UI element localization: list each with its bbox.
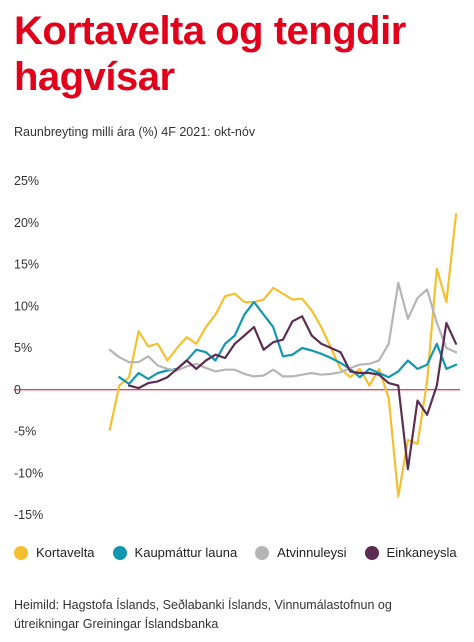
y-tick-label: 5% <box>14 341 32 355</box>
y-tick-label: 25% <box>14 174 39 188</box>
series-line-kaupm-ttur-launa <box>118 301 458 385</box>
series-line-atvinnuleysi <box>108 281 458 378</box>
legend-swatch-einkaneysla <box>364 545 379 560</box>
legend-item-einkaneysla: Einkaneysla <box>364 545 457 560</box>
legend: Kortavelta Kaupmáttur launa Atvinnuleysi… <box>14 545 474 560</box>
y-tick-label: 20% <box>14 216 39 230</box>
y-tick-label: 10% <box>14 299 39 313</box>
series-line-einkaneysla <box>127 315 458 471</box>
legend-label-atvinnuleysi: Atvinnuleysi <box>277 545 347 560</box>
series-line-kortavelta <box>108 213 458 498</box>
y-tick-label: -5% <box>14 425 36 439</box>
legend-label-kaupmattur-launa: Kaupmáttur launa <box>134 545 238 560</box>
line-chart: 25%20%15%10%5%0-5%-10%-15% <box>14 174 460 522</box>
legend-swatch-kortavelta <box>14 545 28 560</box>
legend-item-kaupmattur-launa: Kaupmáttur launa <box>112 545 238 560</box>
chart-subtitle: Raunbreyting milli ára (%) 4F 2021: okt-… <box>14 125 256 139</box>
legend-swatch-atvinnuleysi <box>255 545 270 560</box>
source-note: Heimild: Hagstofa Íslands, Seðlabanki Ís… <box>14 598 392 631</box>
y-tick-label: -15% <box>14 508 43 522</box>
y-tick-label: -10% <box>14 466 43 480</box>
legend-label-kortavelta: Kortavelta <box>36 545 95 560</box>
legend-swatch-kaupmattur-launa <box>112 545 127 560</box>
legend-item-kortavelta: Kortavelta <box>14 545 95 560</box>
legend-label-einkaneysla: Einkaneysla <box>386 545 457 560</box>
legend-item-atvinnuleysi: Atvinnuleysi <box>255 545 347 560</box>
chart-title: Kortavelta og tengdir hagvísar <box>14 9 406 99</box>
y-tick-label: 15% <box>14 258 39 272</box>
